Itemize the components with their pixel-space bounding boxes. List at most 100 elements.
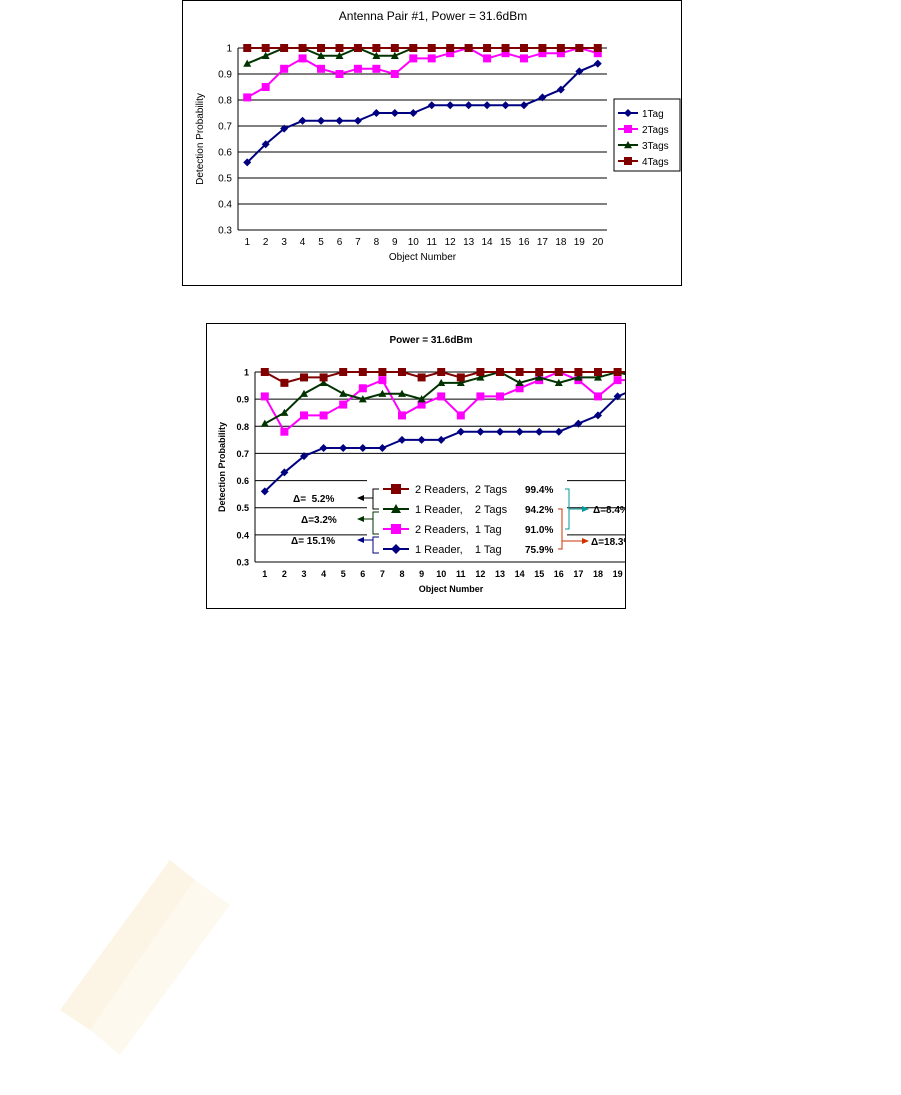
data-point-series-0	[427, 101, 436, 110]
x-axis-label: Object Number	[419, 584, 484, 594]
data-point-series-3	[446, 44, 455, 52]
data-point-series-0	[372, 109, 381, 117]
legend-marker-3	[624, 157, 632, 165]
data-point-series-1	[335, 70, 344, 78]
y-axis-label: Detection Probability	[195, 93, 206, 185]
legend-label-0: 2 Readers, 2 Tags	[415, 484, 508, 496]
data-point-series-2	[358, 384, 367, 393]
x-tick-label: 14	[482, 237, 494, 248]
data-point-series-3	[593, 44, 602, 52]
x-tick-label: 14	[515, 569, 525, 579]
y-tick-label: 0.9	[218, 70, 232, 81]
data-point-series-0	[353, 116, 362, 125]
data-point-series-0	[319, 373, 328, 382]
x-tick-label: 5	[341, 569, 346, 579]
x-tick-label: 11	[456, 569, 466, 579]
data-point-series-3	[261, 44, 270, 52]
data-point-series-2	[372, 51, 381, 59]
data-point-series-3	[556, 44, 565, 52]
legend-marker-0	[624, 109, 632, 117]
x-tick-label: 4	[321, 569, 326, 579]
data-point-series-1	[409, 54, 418, 63]
data-point-series-0	[501, 101, 510, 110]
data-point-series-2	[260, 392, 269, 401]
data-point-series-3	[574, 419, 583, 428]
x-tick-label: 1	[262, 569, 267, 579]
legend-marker-1	[391, 504, 401, 513]
data-point-series-3	[417, 435, 426, 444]
data-point-series-0	[298, 116, 307, 125]
data-point-series-3	[335, 44, 344, 52]
x-tick-label: 5	[318, 237, 324, 248]
data-point-series-0	[317, 116, 326, 125]
data-point-series-3	[476, 427, 485, 436]
arrow-delta-3-head	[357, 537, 364, 543]
data-point-series-2	[243, 59, 252, 67]
legend-label-2: 3Tags	[642, 141, 669, 152]
x-axis-label: Object Number	[389, 252, 457, 263]
arrow-delta-1-head	[357, 495, 364, 501]
data-point-series-3	[372, 44, 381, 52]
data-point-series-2	[300, 411, 308, 420]
bracket-delta-2	[372, 511, 379, 535]
data-point-series-2	[437, 392, 446, 401]
x-tick-label: 8	[399, 569, 404, 579]
legend-marker-3	[391, 544, 401, 554]
data-point-series-0	[390, 109, 399, 117]
data-point-series-3	[483, 44, 492, 52]
arrow-delta-2-head	[357, 516, 364, 522]
annotation-delta-1: Δ= 5.2%	[293, 494, 334, 505]
data-point-series-0	[556, 85, 565, 94]
y-tick-label: 0.5	[218, 174, 232, 185]
y-tick-label: 0.5	[236, 503, 249, 513]
data-point-series-0	[594, 368, 602, 376]
y-tick-label: 0.6	[218, 148, 232, 159]
data-point-series-0	[593, 59, 602, 68]
data-point-series-3	[319, 444, 328, 452]
data-point-series-1	[427, 54, 436, 63]
x-tick-label: 16	[518, 237, 530, 248]
x-tick-label: 15	[534, 569, 544, 579]
data-point-series-0	[476, 368, 485, 376]
data-point-series-1	[300, 389, 308, 397]
legend-label-2: 2 Readers, 1 Tag	[415, 524, 502, 536]
data-point-series-3	[390, 44, 399, 52]
bracket-delta-1	[372, 488, 379, 510]
data-point-series-0	[335, 116, 344, 125]
data-point-series-0	[358, 368, 367, 376]
x-tick-label: 2	[282, 569, 287, 579]
arrow-right-1-head	[582, 506, 589, 512]
data-point-series-1	[243, 93, 252, 102]
data-point-series-3	[243, 44, 252, 52]
data-point-series-1	[538, 49, 547, 58]
legend-label-1: 2Tags	[642, 125, 669, 136]
x-tick-label: 13	[463, 237, 475, 248]
data-point-series-0	[575, 67, 584, 76]
data-point-series-0	[280, 378, 289, 387]
data-point-series-2	[339, 400, 348, 409]
watermark-logo-shape	[60, 860, 195, 1030]
chart1-svg: Antenna Pair #1, Power = 31.6dBm 0.3 0.4 0.…	[195, 9, 681, 263]
data-point-series-0	[483, 101, 492, 110]
data-point-series-2	[319, 411, 328, 420]
data-point-series-3	[535, 427, 544, 436]
x-tick-label: 9	[419, 569, 424, 579]
chart-antenna-pair: Antenna Pair #1, Power = 31.6dBm 0.3 0.4 0.…	[182, 0, 682, 286]
data-point-series-2	[456, 411, 465, 420]
data-point-series-3	[280, 44, 289, 52]
data-point-series-3	[353, 44, 362, 52]
x-tick-label: 8	[374, 237, 380, 248]
y-tick-label: 0.4	[236, 530, 249, 540]
annotation-delta-2: Δ=3.2%	[301, 515, 337, 526]
data-point-series-1	[519, 54, 528, 63]
data-point-series-1	[298, 54, 307, 63]
data-point-series-2	[613, 376, 622, 385]
data-point-series-0	[519, 101, 528, 110]
data-point-series-1	[358, 395, 367, 403]
y-tick-label: 0.6	[236, 476, 249, 486]
x-tick-label: 2	[263, 237, 269, 248]
data-point-series-3	[378, 444, 387, 452]
data-point-series-0	[574, 368, 583, 376]
x-tick-label: 1	[244, 237, 250, 248]
x-tick-label: 6	[337, 237, 343, 248]
